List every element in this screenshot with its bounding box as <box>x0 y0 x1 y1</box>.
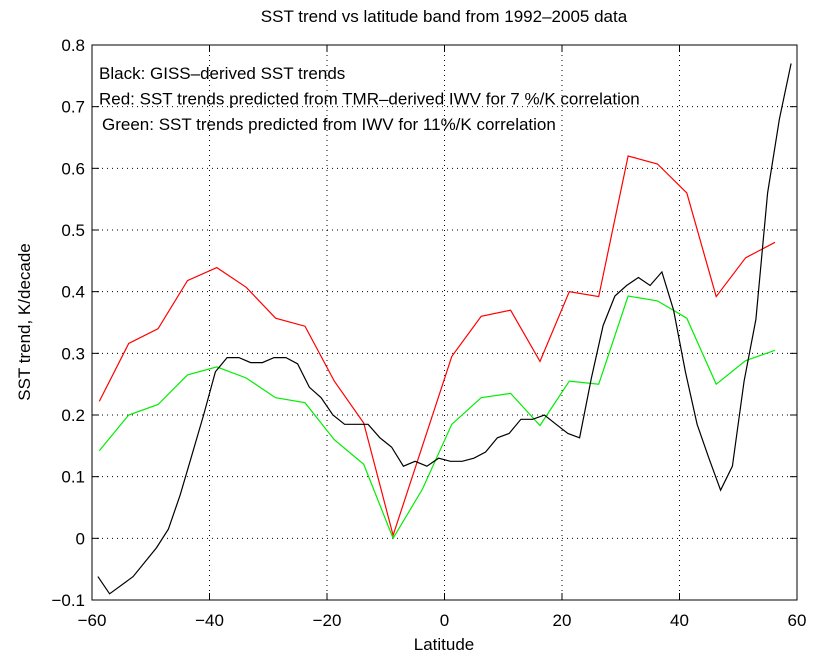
data-line <box>98 155 776 538</box>
annotation: Green: SST trends predicted from IWV for… <box>102 115 556 134</box>
y-tick-label: 0 <box>76 529 85 548</box>
x-tick-label: 20 <box>553 611 572 630</box>
y-tick-label: 0.7 <box>61 98 85 117</box>
chart-title: SST trend vs latitude band from 1992–200… <box>261 7 628 26</box>
annotation: Black: GISS–derived SST trends <box>99 64 345 83</box>
x-tick-label: 0 <box>440 611 449 630</box>
x-tick-label: −60 <box>78 611 107 630</box>
y-tick-label: 0.6 <box>61 159 85 178</box>
x-tick-label: −40 <box>195 611 224 630</box>
x-axis-label: Latitude <box>414 635 475 654</box>
y-tick-label: 0.2 <box>61 406 85 425</box>
y-tick-label: 0.1 <box>61 468 85 487</box>
y-tick-label: 0.4 <box>61 283 85 302</box>
plot-frame <box>91 44 798 601</box>
x-tick-label: 40 <box>670 611 689 630</box>
y-tick-label: 0.3 <box>61 344 85 363</box>
y-tick-label: −0.1 <box>51 591 85 610</box>
annotation: Red: SST trends predicted from TMR–deriv… <box>99 90 640 109</box>
y-tick-label: 0.8 <box>61 36 85 55</box>
data-line <box>97 63 792 595</box>
y-axis-label: SST trend, K/decade <box>15 243 34 401</box>
x-tick-label: 60 <box>788 611 807 630</box>
y-tick-label: 0.5 <box>61 221 85 240</box>
data-line <box>98 295 776 540</box>
x-tick-label: −20 <box>313 611 342 630</box>
